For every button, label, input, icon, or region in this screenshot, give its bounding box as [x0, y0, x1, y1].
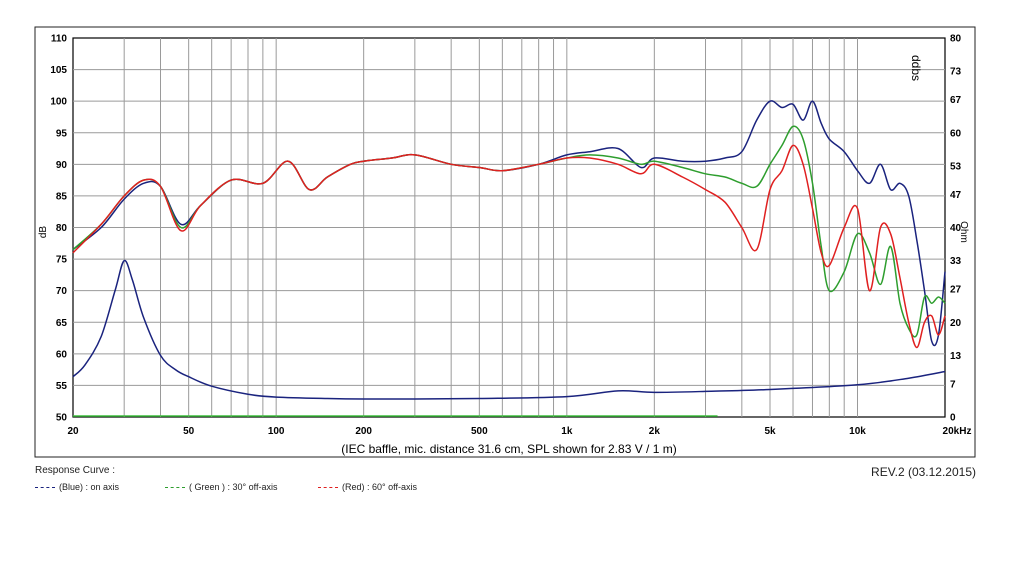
y2-tick-label: 53 [950, 161, 962, 172]
legend-item-green: ( Green ) : 30° off-axis [165, 482, 277, 492]
y2-tick-label: 47 [950, 190, 962, 201]
y2-tick-label: 80 [950, 34, 962, 45]
legend-swatch-red [318, 487, 338, 489]
y2-tick-label: 73 [950, 67, 962, 78]
tick-labels: 50 55 60 65 70 75 80 85 90 95 100 105 110 0 7 13 20 27 33 4… [50, 34, 971, 438]
legend-label-blue: (Blue) : on axis [59, 482, 120, 492]
x-tick-label: 100 [268, 426, 285, 437]
legend-label-red: (Red) : 60° off-axis [342, 482, 417, 492]
x-tick-label: 20 [67, 426, 79, 437]
y-tick-label: 105 [50, 65, 67, 76]
grid-lines [73, 38, 945, 417]
x-tick-label: 2k [649, 426, 661, 437]
y2-tick-label: 7 [950, 379, 956, 390]
off-axis-60-line [72, 144, 946, 349]
x-tick-label: 10k [849, 426, 866, 437]
watermark-text: ddbs [909, 55, 923, 81]
y-tick-label: 70 [56, 286, 68, 297]
legend-item-blue: (Blue) : on axis [35, 482, 119, 492]
y-tick-label: 85 [56, 191, 68, 202]
y-tick-label: 90 [56, 160, 68, 171]
y-tick-label: 55 [56, 381, 68, 392]
legend-label-green: ( Green ) : 30° off-axis [189, 482, 278, 492]
y2-tick-label: 60 [950, 128, 962, 139]
y2-tick-label: 13 [950, 351, 962, 362]
y-tick-label: 100 [50, 97, 67, 108]
x-tick-label: 1k [561, 426, 573, 437]
x-tick-label: 20kHz [943, 426, 972, 437]
y2-tick-label: 20 [950, 318, 962, 329]
y-tick-label: 110 [51, 34, 68, 45]
data-curves [72, 100, 946, 417]
impedance-line [72, 259, 946, 400]
y2-tick-label: 0 [950, 413, 956, 424]
y2-tick-label: 33 [950, 256, 962, 267]
y-tick-label: 50 [56, 413, 68, 424]
legend-title: Response Curve : [35, 465, 116, 476]
x-tick-label: 500 [471, 426, 488, 437]
x-tick-label: 200 [355, 426, 372, 437]
y2-tick-label: 67 [950, 95, 962, 106]
y-tick-label: 60 [56, 349, 68, 360]
y-tick-label: 95 [56, 128, 68, 139]
y2-tick-label: 27 [950, 285, 962, 296]
x-tick-label: 50 [183, 426, 195, 437]
chart-frame [34, 26, 976, 458]
x-axis-label: (IEC baffle, mic. distance 31.6 cm, SPL … [341, 442, 676, 456]
legend-item-red: (Red) : 60° off-axis [318, 482, 417, 492]
revision-label: REV.2 (03.12.2015) [871, 465, 976, 479]
y2-axis-label: Ohm [958, 221, 969, 243]
y-tick-label: 65 [56, 318, 68, 329]
y-axis-label: dB [38, 226, 49, 239]
legend-swatch-blue [35, 487, 55, 489]
y-tick-label: 75 [56, 255, 68, 266]
y-tick-label: 80 [56, 223, 68, 234]
x-tick-label: 5k [764, 426, 776, 437]
legend-swatch-green [165, 487, 185, 489]
y2-tick-label: 40 [950, 223, 962, 234]
